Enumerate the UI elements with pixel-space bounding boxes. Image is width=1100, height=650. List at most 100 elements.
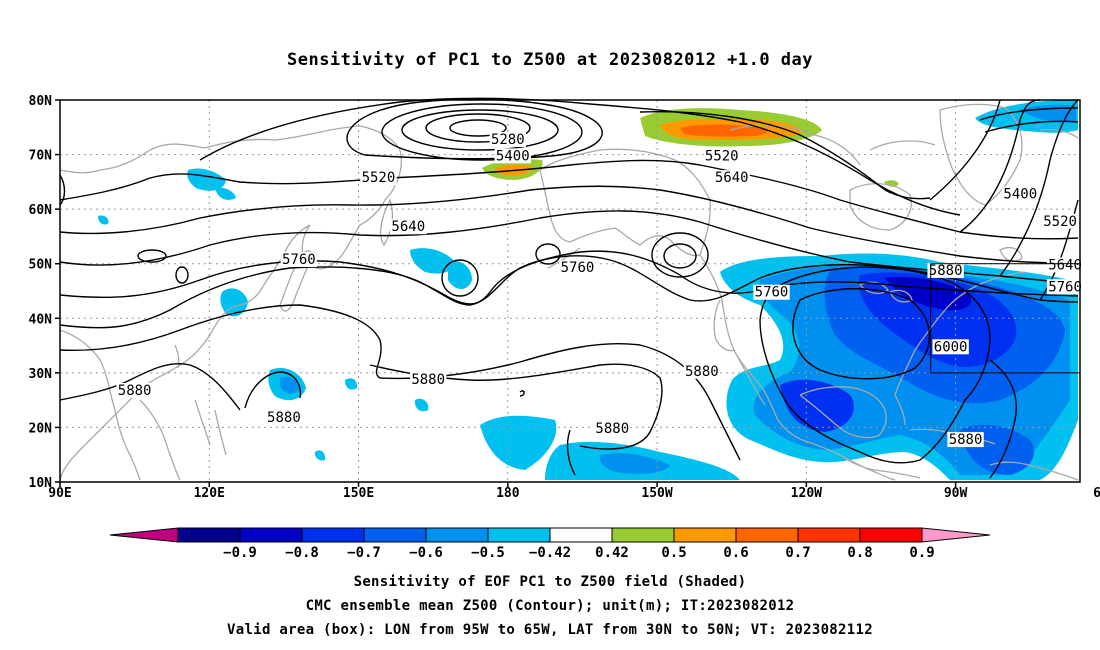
colorbar-arrow-left <box>109 527 179 543</box>
colorbar-box <box>859 527 923 543</box>
map-frame <box>59 99 1081 483</box>
colorbar-box <box>611 527 675 543</box>
contour-atlantic-south <box>989 359 1017 479</box>
colorbar-box <box>239 527 303 543</box>
colorbar-label: −0.5 <box>471 545 505 561</box>
contour-label-bg <box>280 251 318 267</box>
contour-label: 5880 <box>118 383 152 399</box>
contour-label-bg <box>927 262 964 278</box>
negative-shade-siberia <box>187 168 226 191</box>
contour-label: 5520 <box>362 170 396 186</box>
contour-label: 5760 <box>755 285 789 301</box>
contour-label-bg <box>390 219 427 235</box>
contour-label-bg <box>559 260 596 276</box>
contour-label: 5760 <box>561 260 595 276</box>
contour-label: 5760 <box>1048 279 1082 295</box>
colorbar-box <box>735 527 799 543</box>
contour-cutoff-4 <box>137 249 167 263</box>
contour-label-bg <box>594 421 631 437</box>
contour-label-bg <box>489 131 527 147</box>
colorbar: −0.9 −0.8 −0.7 −0.6 −0.5 −0.42 0.42 0.5 0.6 0.7 0.… <box>109 527 991 561</box>
colorbar-label: 0.6 <box>723 545 748 561</box>
contour-label: 6000 <box>934 339 968 355</box>
contour-label-bg <box>713 170 750 186</box>
contour-5820 <box>59 304 741 461</box>
contour-cutoff-1 <box>535 243 561 265</box>
longitude-axis: 90E 120E 150E 180 150W 120W 90W 60W <box>48 482 1100 501</box>
lat-label: 20N <box>29 421 53 436</box>
positive-shade-arctic-max <box>680 124 767 137</box>
colorbar-label: 0.42 <box>595 545 629 561</box>
colorbar-box <box>487 527 551 543</box>
lon-label: 90W <box>944 486 968 501</box>
contour-label-bg <box>1046 257 1084 273</box>
negative-shade-pacific-2 <box>414 398 429 412</box>
lon-label: 60W <box>1093 486 1100 501</box>
latitude-axis: 80N 70N 60N 50N 40N 30N 20N 10N <box>29 94 60 491</box>
lat-label: 70N <box>29 149 53 164</box>
contour-label-bg <box>409 372 447 388</box>
colorbar-label: −0.6 <box>409 545 443 561</box>
lat-label: 40N <box>29 312 53 327</box>
contour-label: 5640 <box>1048 257 1082 273</box>
contour-label-bg <box>703 148 740 164</box>
colorbar-box <box>363 527 427 543</box>
contour-label: 5880 <box>685 364 719 380</box>
lon-label: 150E <box>343 486 374 501</box>
footer-line-2: CMC ensemble mean Z500 (Contour); unit(m… <box>305 598 795 614</box>
lat-label: 60N <box>29 203 53 218</box>
contour-label: 5520 <box>705 148 739 164</box>
z500-contours <box>59 97 1079 479</box>
negative-shade-tp-west <box>480 415 557 470</box>
contour-label: 5280 <box>491 132 525 148</box>
contour-6000 <box>792 288 931 380</box>
contour-labels: 5280540054005520552055205640564056405760… <box>116 131 1084 448</box>
contour-label-bg <box>683 363 721 379</box>
contour-label-bg <box>932 339 969 355</box>
contour-cutoff-2 <box>651 232 709 278</box>
contour-label-bg <box>947 432 984 448</box>
contour-5340 <box>381 103 583 161</box>
contour-label: 5760 <box>282 252 316 268</box>
lon-label: 120W <box>791 486 822 501</box>
contour-5280 <box>401 109 559 151</box>
negative-shade-pacific-4 <box>314 450 326 461</box>
negative-shade-aleutian <box>448 260 472 289</box>
contour-label-bg <box>1046 279 1084 295</box>
contour-greenland-ridge-1 <box>929 99 1001 201</box>
lon-label: 180 <box>496 486 520 501</box>
contour-label: 5640 <box>715 170 749 186</box>
contour-greenland-ridge-4 <box>1039 199 1079 301</box>
colorbar-box <box>797 527 861 543</box>
negative-shade-typhoon-core <box>280 376 299 394</box>
contour-cutoff-3 <box>663 243 697 269</box>
negative-shade-siberia-2 <box>215 187 236 200</box>
lon-label: 90E <box>48 486 71 501</box>
negative-shade-japan <box>220 288 248 317</box>
colorbar-label: 0.8 <box>847 545 872 561</box>
contour-label: 5400 <box>496 148 530 164</box>
negative-shade-na-core <box>885 276 972 311</box>
contour-west-edge <box>59 174 66 206</box>
negative-shade-tp-mid <box>599 453 670 474</box>
contour-5520 <box>59 159 1079 240</box>
lon-label: 120E <box>194 486 225 501</box>
contour-label: 5520 <box>1043 214 1077 230</box>
contour-label-bg <box>1041 213 1079 229</box>
contour-east-loop <box>979 107 1079 121</box>
contour-label-bg <box>265 410 303 426</box>
contour-label: 5880 <box>929 263 963 279</box>
colorbar-label: −0.42 <box>529 545 571 561</box>
colorbar-box <box>177 527 241 543</box>
colorbar-label: −0.7 <box>347 545 381 561</box>
contour-label-bg <box>753 284 790 300</box>
colorbar-label: −0.9 <box>223 545 257 561</box>
contour-5760 <box>59 255 1079 329</box>
footer-line-1: Sensitivity of EOF PC1 to Z500 field (Sh… <box>353 574 747 590</box>
contour-greenland-ridge-3 <box>999 99 1079 277</box>
negative-shade-gulf-core <box>780 379 854 432</box>
contour-east-loop-2 <box>984 120 1079 133</box>
plot-title: Sensitivity of PC1 to Z500 at 2023082012… <box>286 50 813 70</box>
contour-5580 <box>59 185 1079 264</box>
